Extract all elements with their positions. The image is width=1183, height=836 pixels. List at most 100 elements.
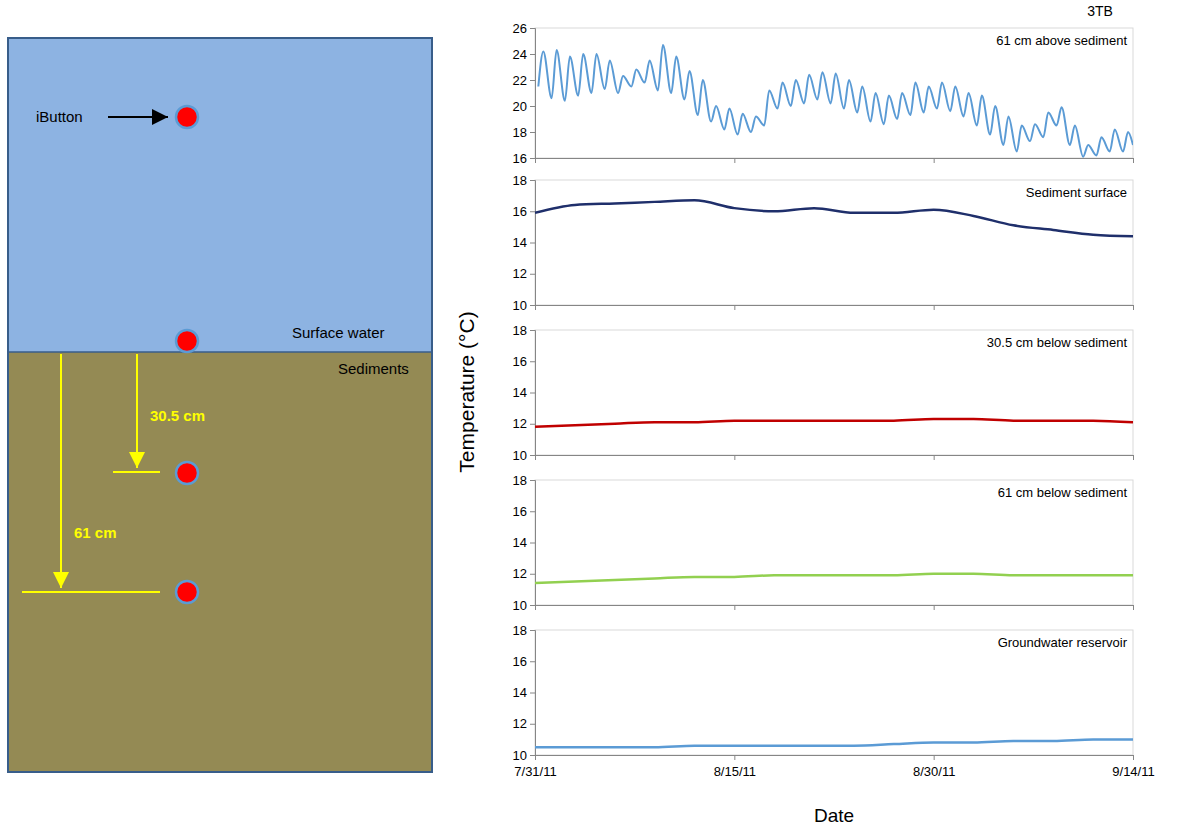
x-tick-mark [535, 755, 536, 760]
y-tick-mark [530, 724, 535, 725]
y-tick-mark [530, 132, 535, 133]
y-tick-mark [530, 480, 535, 481]
y-tick-label: 16 [513, 151, 527, 166]
y-tick-mark [530, 80, 535, 81]
y-tick-label: 16 [513, 204, 527, 219]
y-tick-mark [530, 361, 535, 362]
plot-frame [535, 180, 1133, 305]
x-tick [734, 305, 735, 310]
plot-frame [535, 28, 1133, 158]
y-tick: 10 [513, 448, 535, 463]
lines [535, 574, 1133, 583]
y-tick-mark [530, 543, 535, 544]
x-tick [535, 605, 536, 610]
y-axis-line [530, 29, 536, 159]
x-axis-line [536, 159, 1134, 164]
x-axis: 7/31/118/15/118/30/119/14/11 [514, 755, 1154, 779]
depth-label: 61 cm [74, 524, 117, 541]
y-tick-label: 22 [513, 73, 527, 88]
y-axis: 1012141618 [513, 623, 536, 763]
diagram-frame [8, 38, 432, 772]
y-tick-label: 14 [513, 535, 527, 550]
y-tick: 16 [513, 354, 535, 369]
y-tick-label: 18 [513, 323, 527, 338]
sensor [176, 462, 198, 484]
y-tick-mark [530, 180, 535, 181]
x-tick-mark [734, 305, 735, 310]
x-tick-mark [934, 455, 935, 460]
diagram: iButtonSurface waterSediments30.5 cm61 c… [8, 38, 432, 772]
x-tick [1133, 158, 1134, 163]
x-tick-mark [734, 605, 735, 610]
y-tick-label: 12 [513, 416, 527, 431]
panel: 101214161830.5 cm below sediment [513, 323, 1134, 463]
x-axis [536, 605, 1134, 610]
x-tick [934, 158, 935, 163]
y-tick: 12 [513, 566, 535, 581]
y-tick: 18 [513, 323, 535, 338]
y-tick-mark [530, 305, 535, 306]
y-tick-label: 10 [513, 748, 527, 763]
x-tick [734, 455, 735, 460]
x-tick [734, 605, 735, 610]
panel-title: 61 cm above sediment [996, 33, 1127, 48]
y-tick-mark [530, 54, 535, 55]
y-tick-label: 26 [513, 21, 527, 36]
panel-title: Groundwater reservoir [998, 635, 1128, 650]
y-tick: 14 [513, 685, 535, 700]
lines [535, 739, 1133, 747]
y-tick-label: 14 [513, 685, 527, 700]
plot-frame [535, 330, 1133, 455]
y-tick-mark [530, 755, 535, 756]
y-tick-label: 14 [513, 385, 527, 400]
y-tick-mark [530, 605, 535, 606]
x-axis-line [536, 606, 1134, 611]
y-axis-line [530, 631, 536, 756]
y-tick-label: 20 [513, 99, 527, 114]
x-tick [1133, 605, 1134, 610]
y-axis: 161820222426 [513, 21, 536, 166]
y-tick: 26 [513, 21, 535, 36]
y-tick: 22 [513, 73, 535, 88]
x-tick-label: 7/31/11 [514, 764, 556, 779]
x-tick-mark [934, 158, 935, 163]
y-tick-mark [530, 424, 535, 425]
x-tick [734, 158, 735, 163]
interface-line [8, 351, 432, 353]
sensor-label: iButton [36, 108, 83, 125]
y-tick-mark [530, 28, 535, 29]
y-axis-line [530, 481, 536, 606]
sediment [8, 352, 432, 772]
x-tick: 9/14/11 [1112, 755, 1154, 779]
y-tick-label: 10 [513, 298, 527, 313]
y-tick: 16 [513, 654, 535, 669]
y-tick-mark [530, 393, 535, 394]
y-tick: 12 [513, 416, 535, 431]
y-tick-mark [530, 274, 535, 275]
plot-frame [535, 630, 1133, 755]
y-tick-mark [530, 455, 535, 456]
x-tick: 8/15/11 [714, 755, 756, 779]
x-axis-line [536, 756, 1134, 761]
x-tick: 7/31/11 [514, 755, 556, 779]
x-tick-mark [934, 305, 935, 310]
y-tick-label: 12 [513, 266, 527, 281]
x-tick [934, 455, 935, 460]
depth-label: 30.5 cm [150, 407, 205, 424]
temperature-line [535, 574, 1133, 583]
y-tick: 18 [513, 473, 535, 488]
y-tick-mark [530, 661, 535, 662]
y-axis: 10 12 14 16 18 [513, 323, 536, 463]
sensor-arrow [108, 116, 168, 118]
y-tick-label: 18 [513, 623, 527, 638]
x-tick-mark [535, 605, 536, 610]
panel-title: 61 cm below sediment [998, 485, 1128, 500]
y-tick: 24 [513, 47, 535, 62]
sediment-label: Sediments [338, 360, 409, 377]
y-tick-label: 12 [513, 566, 527, 581]
y-tick: 18 [513, 173, 535, 188]
x-tick-mark [1133, 158, 1134, 163]
x-tick [535, 158, 536, 163]
y-tick-label: 18 [513, 473, 527, 488]
x-axis [536, 305, 1134, 310]
